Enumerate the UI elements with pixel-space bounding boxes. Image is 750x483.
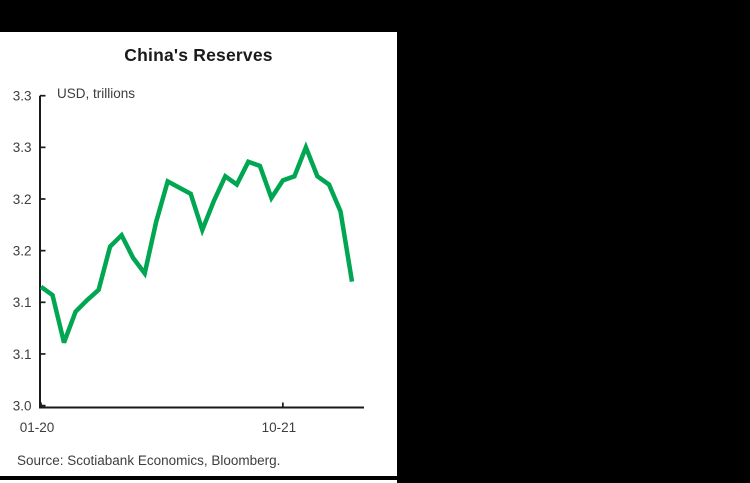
line-chart: 3.3 3.3 3.2 3.2 3.1 3.1 3.0 01-20 10-21 bbox=[13, 89, 364, 435]
y-axis-tick-label: 3.0 bbox=[13, 398, 32, 413]
y-axis-unit-label: USD, trillions bbox=[57, 86, 136, 101]
x-axis-tick-label: 01-20 bbox=[20, 420, 55, 435]
source-note: Source: Scotiabank Economics, Bloomberg. bbox=[17, 453, 281, 468]
y-axis-tick-label: 3.3 bbox=[13, 89, 32, 104]
panel-bottom-border bbox=[0, 476, 397, 480]
reserves-line-series bbox=[39, 141, 355, 344]
chart-panel: China's Reserves USD, trillions 3.3 3.3 3.… bbox=[0, 32, 397, 483]
y-axis-tick-label: 3.1 bbox=[13, 347, 32, 362]
chart-title: China's Reserves bbox=[124, 45, 273, 65]
y-axis-tick-label: 3.3 bbox=[13, 140, 32, 155]
y-axis-tick-label: 3.2 bbox=[13, 192, 32, 207]
y-axis-tick-label: 3.1 bbox=[13, 295, 32, 310]
y-axis-tick-label: 3.2 bbox=[13, 243, 32, 258]
x-axis-tick-label: 10-21 bbox=[262, 420, 297, 435]
